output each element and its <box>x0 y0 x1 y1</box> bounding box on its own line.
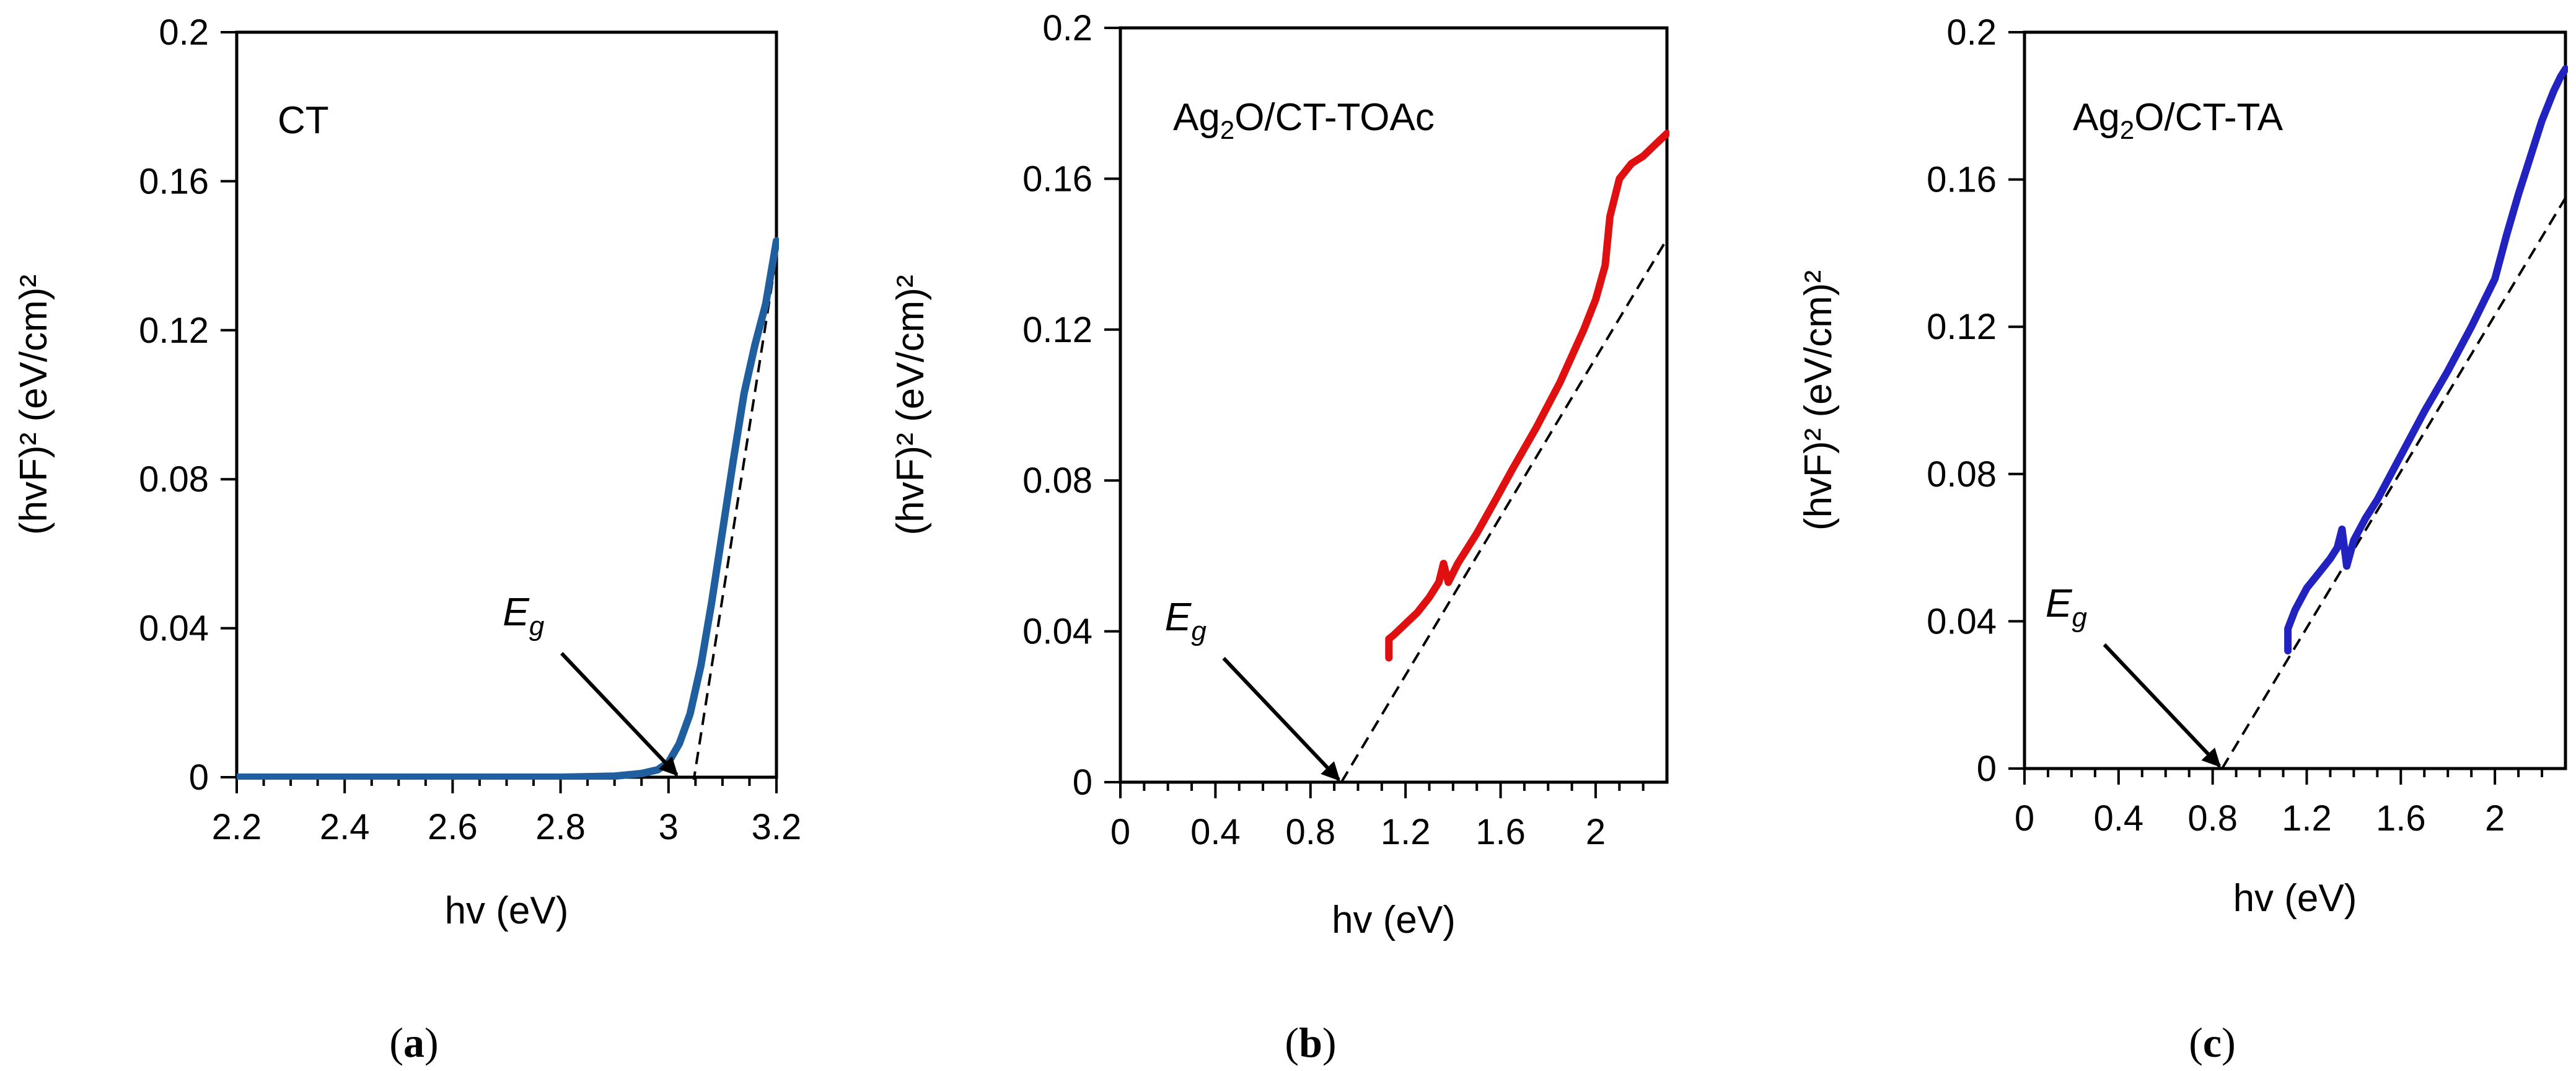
y-tick-label: 0 <box>1073 762 1092 803</box>
y-tick-label: 0.04 <box>139 609 209 649</box>
panel-caption-close-paren: ) <box>1322 1019 1337 1066</box>
y-tick-label: 0.2 <box>1042 8 1092 48</box>
eg-label-main: E <box>503 589 530 634</box>
eg-label-main: E <box>2046 581 2073 625</box>
panel-title-main: Ag <box>2073 96 2120 139</box>
x-tick-label: 3 <box>659 807 679 847</box>
panel-caption-open-paren: ( <box>2189 1019 2203 1066</box>
eg-label: Eg <box>1165 594 1207 646</box>
eg-arrow <box>560 651 679 777</box>
x-tick-label: 0.4 <box>1190 812 1241 852</box>
x-tick-label: 2.6 <box>428 807 478 847</box>
data-series-line <box>2284 65 2568 654</box>
plot-frame <box>1119 26 1669 784</box>
panel-caption-open-paren: ( <box>1285 1019 1299 1066</box>
data-series-line <box>1385 130 1669 662</box>
chart-panel-c: 0 0.4 0.8 1.2 1.6 2 0 0.04 0.08 0.12 0.16 0.2 hv (eV… <box>1797 12 2568 1066</box>
x-axis-title: hv (eV) <box>2233 877 2357 920</box>
x-tick-label: 0 <box>1110 812 1130 852</box>
y-axis-title: (hvF)² (eV/cm)² <box>889 275 932 535</box>
y-tick-label: 0.04 <box>1927 601 1997 641</box>
chart-panel-a: 2.2 2.4 2.6 2.8 3 3.2 0 0.04 0.08 0.12 0.16 0.2 hv (… <box>12 12 801 1066</box>
y-tick-label: 0 <box>1977 749 1997 789</box>
y-tick-label: 0.08 <box>139 459 209 500</box>
panel-caption-letter: b <box>1299 1019 1322 1066</box>
x-tick-label: 2 <box>2485 798 2505 839</box>
eg-label-subscript: g <box>529 611 545 641</box>
panel-title: Ag2O/CT-TA <box>2073 96 2284 144</box>
y-tick-label: 0.12 <box>1022 310 1092 350</box>
panel-title: Ag2O/CT-TOAc <box>1173 96 1435 144</box>
eg-label-subscript: g <box>1191 616 1207 646</box>
x-axis-title: hv (eV) <box>445 889 569 932</box>
y-tick-label: 0.12 <box>139 311 209 351</box>
y-tick-label: 0.04 <box>1022 612 1092 652</box>
y-tick-label: 0.16 <box>1927 160 1997 200</box>
x-tick-label: 1.2 <box>1381 812 1431 852</box>
x-tick-label: 2.8 <box>535 807 586 847</box>
x-tick-label: 2.2 <box>212 807 262 847</box>
fit-line <box>2221 197 2567 770</box>
panel-caption: (a) <box>389 1019 438 1066</box>
y-tick-label: 0.08 <box>1022 461 1092 501</box>
eg-label-subscript: g <box>2072 602 2088 633</box>
y-tick-label: 0.08 <box>1927 454 1997 495</box>
x-tick-label: 0.8 <box>1285 812 1335 852</box>
y-tick-label: 0.16 <box>1022 159 1092 199</box>
data-series-line <box>237 237 779 780</box>
eg-label: Eg <box>2046 581 2088 633</box>
y-axis-title: (hvF)² (eV/cm)² <box>1797 270 1840 531</box>
eg-arrow <box>1222 656 1340 782</box>
x-tick-label: 0 <box>2015 798 2034 839</box>
panel-title-suffix: O/CT-TA <box>2134 96 2284 139</box>
eg-arrow <box>2103 643 2222 768</box>
y-axis-title: (hvF)² (eV/cm)² <box>12 275 55 535</box>
eg-label: Eg <box>503 589 545 641</box>
x-tick-label: 1.2 <box>2282 798 2332 839</box>
panel-caption: (c) <box>2189 1019 2236 1066</box>
panel-title-subscript: 2 <box>1220 115 1234 144</box>
x-tick-label: 0.8 <box>2187 798 2238 839</box>
panel-caption-close-paren: ) <box>2222 1019 2236 1066</box>
panel-title-suffix: O/CT-TOAc <box>1234 96 1435 139</box>
x-axis-title: hv (eV) <box>1332 899 1456 941</box>
panel-title: CT <box>278 99 329 142</box>
y-tick-label: 0.2 <box>1946 12 1997 53</box>
x-tick-label: 2.4 <box>320 807 370 847</box>
y-tick-label: 0.2 <box>159 12 209 53</box>
x-tick-label: 1.6 <box>2376 798 2426 839</box>
x-tick-label: 0.4 <box>2094 798 2144 839</box>
x-tick-label: 3.2 <box>752 807 802 847</box>
panel-caption-letter: c <box>2203 1019 2222 1066</box>
panel-title-main: Ag <box>1173 96 1220 139</box>
panel-caption-close-paren: ) <box>424 1019 439 1066</box>
y-tick-label: 0.16 <box>139 161 209 201</box>
panel-caption: (b) <box>1285 1019 1336 1066</box>
eg-label-main: E <box>1165 594 1192 639</box>
y-tick-label: 0 <box>189 757 209 798</box>
y-tick-label: 0.12 <box>1927 307 1997 347</box>
x-tick-label: 1.6 <box>1475 812 1526 852</box>
fit-line <box>1340 238 1668 783</box>
plot-frame <box>2023 30 2567 770</box>
x-tick-label: 2 <box>1586 812 1606 852</box>
fit-line <box>692 255 778 780</box>
plot-frame <box>235 30 778 779</box>
panel-caption-letter: a <box>403 1019 424 1066</box>
panel-title-main: CT <box>278 99 329 142</box>
panel-title-subscript: 2 <box>2120 115 2134 144</box>
chart-panel-b: 0 0.4 0.8 1.2 1.6 2 0 0.04 0.08 0.12 0.16 0.2 hv (eV… <box>889 8 1669 1066</box>
panel-caption-open-paren: ( <box>389 1019 403 1066</box>
